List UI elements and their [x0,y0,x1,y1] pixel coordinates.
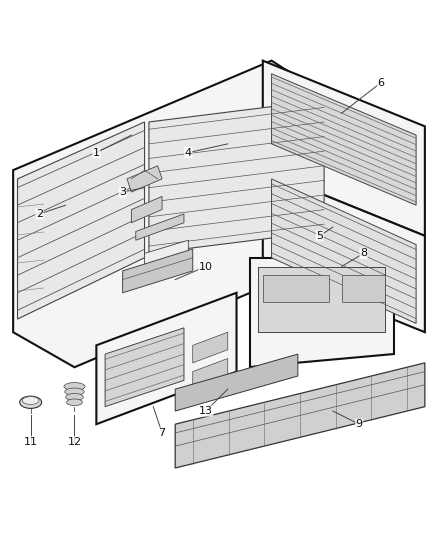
Text: 8: 8 [360,248,367,259]
Polygon shape [123,249,193,293]
Polygon shape [193,359,228,389]
Text: 3: 3 [119,187,126,197]
Polygon shape [258,266,385,332]
Text: 11: 11 [24,437,38,447]
Polygon shape [272,179,416,324]
Polygon shape [263,170,425,332]
Polygon shape [250,258,394,367]
Polygon shape [342,275,385,302]
Text: 2: 2 [36,209,43,219]
Polygon shape [175,363,425,468]
Text: 12: 12 [67,437,81,447]
Polygon shape [136,214,184,240]
Ellipse shape [64,383,85,391]
Polygon shape [263,275,328,302]
Text: 6: 6 [378,77,385,87]
Polygon shape [131,197,162,223]
Ellipse shape [22,397,39,405]
Polygon shape [18,122,145,319]
Ellipse shape [66,393,83,400]
Text: 13: 13 [199,406,213,416]
Polygon shape [149,100,324,253]
Polygon shape [175,354,298,411]
Polygon shape [96,293,237,424]
Text: 7: 7 [159,428,166,438]
Text: 1: 1 [93,148,100,158]
Polygon shape [263,61,425,236]
Ellipse shape [67,399,82,406]
Polygon shape [105,328,184,407]
Polygon shape [272,74,416,205]
Text: 5: 5 [316,231,323,241]
Ellipse shape [20,396,42,408]
Polygon shape [127,166,162,192]
Text: 4: 4 [185,148,192,158]
Text: 10: 10 [199,262,213,271]
Text: 9: 9 [356,419,363,429]
Polygon shape [145,240,188,266]
Polygon shape [13,61,333,367]
Polygon shape [193,332,228,363]
Ellipse shape [65,388,84,395]
